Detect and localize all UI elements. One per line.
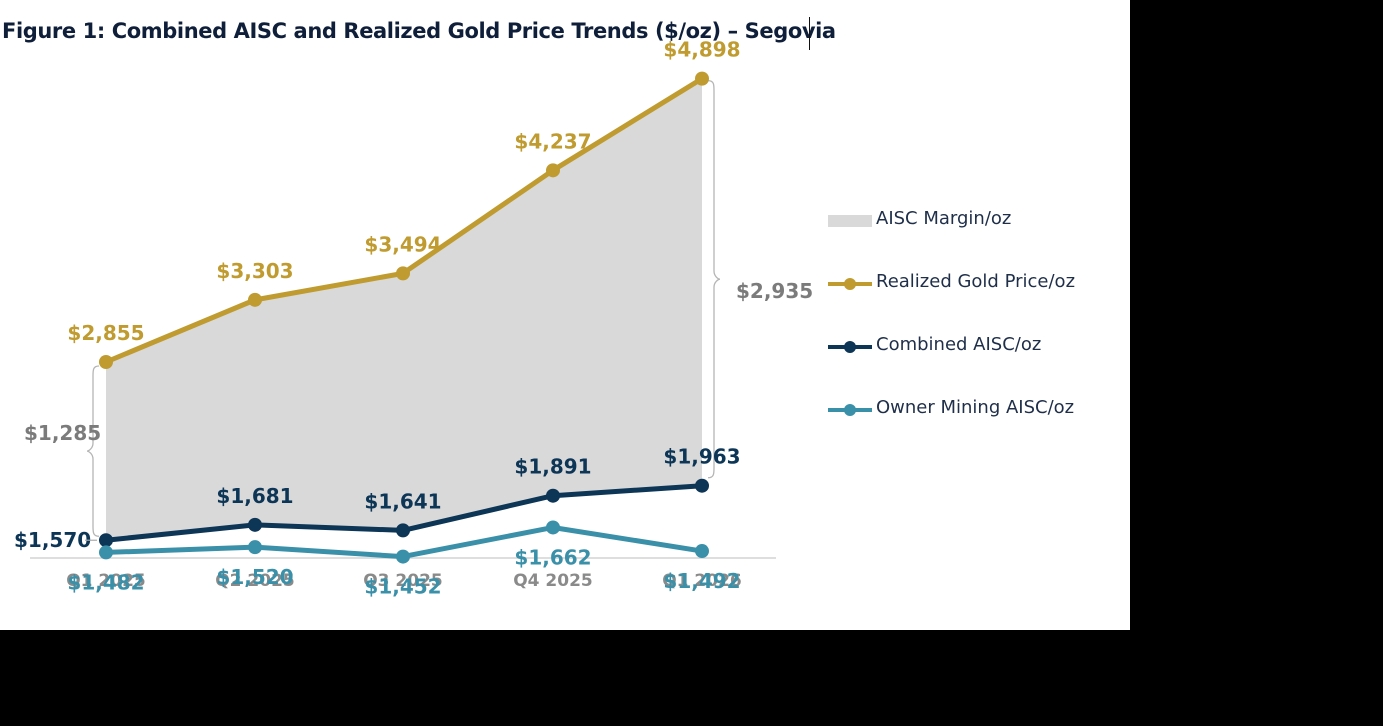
point-combined-1 (99, 533, 113, 548)
legend-label-margin: AISC Margin/oz (876, 208, 1012, 229)
label-owner-1: $1,482 (67, 570, 144, 594)
label-combined-5: $1,963 (663, 445, 740, 469)
margin-bracket-q1-2026 (707, 79, 721, 479)
point-gold-3 (396, 266, 410, 281)
point-owner-4 (546, 520, 560, 535)
margin-label-q1-2025: $1,285 (24, 421, 101, 445)
data-labels: $2,855 $3,303 $3,494 $4,237 $4,898 $1,570 $1,6… (14, 38, 741, 599)
point-gold-1 (99, 355, 113, 369)
point-combined-3 (396, 523, 410, 538)
point-combined-4 (546, 488, 560, 503)
label-owner-2: $1,520 (216, 565, 293, 589)
margin-area (106, 78, 702, 541)
text-cursor (809, 17, 810, 50)
legend-swatch-margin (828, 212, 872, 227)
point-owner-3 (396, 549, 410, 564)
point-owner-2 (248, 540, 262, 555)
x-tick-label-5: Q1 2026 (662, 571, 742, 591)
point-combined-2 (248, 517, 262, 532)
label-combined-3: $1,641 (364, 489, 441, 513)
label-gold-4: $4,237 (514, 129, 591, 153)
margin-area-layer (106, 78, 702, 541)
label-gold-1: $2,855 (67, 321, 144, 345)
label-gold-5: $4,898 (663, 38, 740, 62)
chart-panel: Figure 1: Combined AISC and Realized Gol… (0, 0, 1130, 630)
margin-brackets: $1,285 $2,935 (24, 79, 813, 537)
label-owner-3: $1,452 (364, 575, 441, 599)
label-combined-4: $1,891 (514, 455, 591, 479)
label-combined-1: $1,570 (14, 528, 91, 552)
label-combined-2: $1,681 (216, 484, 293, 508)
legend-marker-combined (828, 338, 872, 353)
label-gold-3: $3,494 (364, 232, 441, 256)
line-chart: Q1 2025 Q2 2025 Q3 2025 Q4 2025 Q1 2026 $1,2… (14, 38, 813, 599)
legend-marker-owner (828, 401, 872, 416)
point-owner-5 (695, 544, 709, 559)
point-gold-4 (546, 163, 560, 178)
margin-label-q1-2026: $2,935 (736, 279, 813, 303)
point-owner-1 (99, 545, 113, 560)
x-tick-label-4: Q4 2025 (513, 571, 593, 591)
legend-label-combined: Combined AISC/oz (876, 334, 1042, 355)
label-owner-4: $1,662 (514, 545, 591, 569)
label-owner-5: $1,492 (663, 569, 740, 593)
margin-bracket-q1-2025 (86, 365, 100, 537)
point-gold-2 (248, 292, 262, 307)
x-tick-label-3: Q3 2025 (363, 571, 443, 591)
label-gold-2: $3,303 (216, 259, 293, 283)
legend-label-owner: Owner Mining AISC/oz (876, 397, 1075, 418)
point-combined-5 (695, 478, 709, 493)
series-points (99, 71, 709, 564)
legend-label-gold: Realized Gold Price/oz (876, 271, 1076, 292)
point-gold-5 (695, 71, 709, 86)
x-axis: Q1 2025 Q2 2025 Q3 2025 Q4 2025 Q1 2026 (30, 557, 776, 591)
x-tick-label-2: Q2 2025 (215, 571, 295, 591)
chart-title: Figure 1: Combined AISC and Realized Gol… (2, 19, 836, 43)
x-tick-label-1: Q1 2025 (66, 571, 146, 591)
legend-marker-gold (828, 275, 872, 290)
